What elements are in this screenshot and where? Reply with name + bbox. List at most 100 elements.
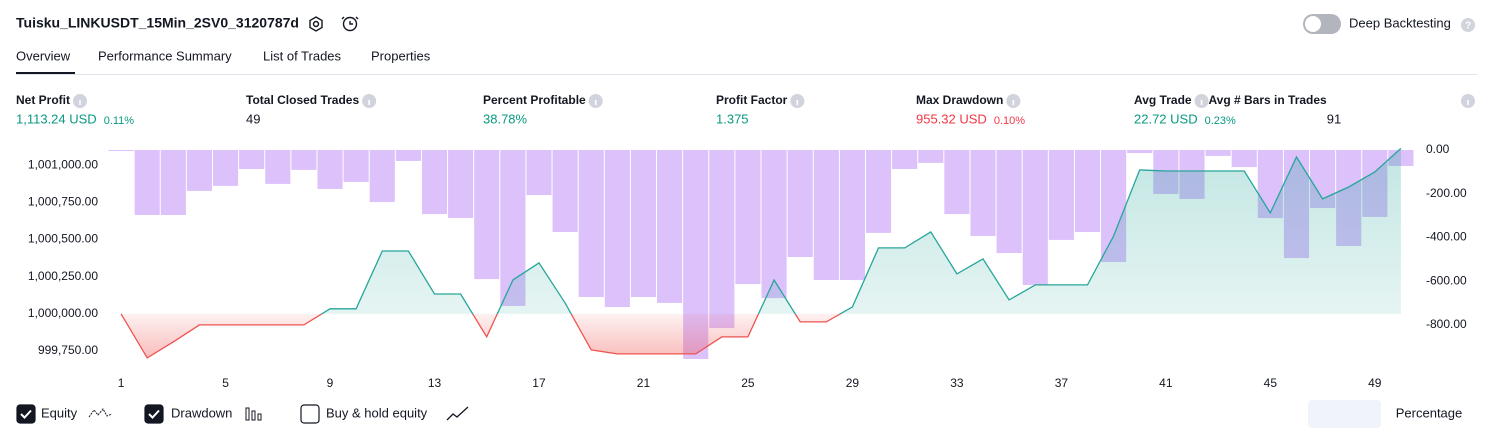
equity-icon xyxy=(88,408,113,418)
drawdown-bar xyxy=(709,150,735,329)
drawdown-bar xyxy=(865,150,892,233)
drawdown-bar xyxy=(160,150,186,215)
mode-button-active[interactable] xyxy=(1308,400,1381,428)
checkbox[interactable] xyxy=(16,404,36,424)
info-icon-dot xyxy=(368,100,370,105)
x-tick-label: 9 xyxy=(327,376,334,390)
y2-tick-label: 0.00 xyxy=(1426,142,1450,156)
drawdown-bar xyxy=(839,150,865,280)
y2-tick-label: -600.00 xyxy=(1426,273,1467,287)
drawdown-bar xyxy=(474,150,500,280)
info-icon-dot xyxy=(796,100,799,105)
info-icon-dot xyxy=(1467,100,1469,105)
equity-area xyxy=(121,148,1401,358)
drawdown-bar xyxy=(892,150,918,170)
stat-value: 22.72 USD xyxy=(1134,111,1198,126)
stat-label: Avg # Bars in Trades xyxy=(1208,93,1327,107)
legend-label: Equity xyxy=(41,405,78,420)
x-tick-label: 41 xyxy=(1159,376,1173,390)
stat-value: 955.32 USD xyxy=(916,111,987,126)
x-tick-label: 21 xyxy=(637,376,651,390)
x-tick-label: 1 xyxy=(118,376,125,390)
x-tick-label: 17 xyxy=(532,376,546,390)
drawdown-bar xyxy=(108,150,134,151)
drawdown-bar xyxy=(369,150,395,203)
drawdown-bar xyxy=(996,150,1022,254)
drawdown-bar xyxy=(343,150,369,182)
drawdown-bar xyxy=(317,150,343,189)
alert-icon[interactable] xyxy=(341,16,359,32)
drawdown-bar xyxy=(395,150,421,161)
drawdown-bar xyxy=(552,150,578,233)
y-tick-label: 1,000,250.00 xyxy=(28,269,98,283)
tab[interactable]: List of Trades xyxy=(263,48,342,63)
drawdown-bar xyxy=(918,150,944,163)
tab[interactable]: Properties xyxy=(371,48,431,63)
y2-tick-label: -400.00 xyxy=(1426,230,1467,244)
y-tick-label: 999,750.00 xyxy=(38,343,98,357)
drawdown-bar xyxy=(134,150,160,215)
drawdown-bar xyxy=(421,150,448,215)
drawdown-bar xyxy=(761,150,787,299)
stat-percent: 0.23% xyxy=(1205,115,1236,127)
help-icon[interactable]: ? xyxy=(1461,18,1475,32)
drawdown-icon xyxy=(245,407,262,421)
toggle-label: Deep Backtesting xyxy=(1349,15,1451,30)
y-tick-label: 1,001,000.00 xyxy=(28,157,98,171)
drawdown-bar xyxy=(787,150,813,257)
x-tick-label: 49 xyxy=(1368,376,1382,390)
settings-icon[interactable] xyxy=(309,16,323,32)
drawdown-bar xyxy=(604,150,630,308)
drawdown-bar xyxy=(448,150,474,219)
info-icon-dot xyxy=(79,100,81,105)
svg-text:?: ? xyxy=(1465,21,1471,32)
tab[interactable]: Overview xyxy=(16,48,71,63)
drawdown-bar xyxy=(1127,150,1153,154)
info-icon-dot xyxy=(594,100,597,105)
stat-label: Percent Profitable xyxy=(483,93,586,107)
x-tick-label: 37 xyxy=(1055,376,1069,390)
stat-value: 91 xyxy=(1327,111,1341,126)
x-tick-label: 29 xyxy=(846,376,860,390)
drawdown-bar xyxy=(657,150,683,303)
x-tick-label: 33 xyxy=(950,376,964,390)
drawdown-bar xyxy=(1022,150,1048,285)
drawdown-bar xyxy=(1074,150,1101,233)
stat-value: 38.78% xyxy=(483,111,528,126)
mode-button[interactable]: Percentage xyxy=(1396,405,1463,420)
drawdown-bar xyxy=(578,150,604,297)
tabs-divider xyxy=(16,74,1477,75)
checkbox[interactable] xyxy=(144,404,164,424)
x-tick-label: 25 xyxy=(741,376,755,390)
deep-backtesting-toggle[interactable] xyxy=(1303,14,1341,34)
checkmark xyxy=(148,409,160,419)
tab[interactable]: Performance Summary xyxy=(98,48,232,63)
stat-value: 1.375 xyxy=(716,111,749,126)
drawdown-bar xyxy=(265,150,291,184)
drawdown-bar xyxy=(1231,150,1257,168)
checkmark xyxy=(20,409,32,419)
info-icon-dot xyxy=(1200,100,1203,105)
stat-percent: 0.11% xyxy=(104,115,135,127)
y-tick-label: 1,000,750.00 xyxy=(28,195,98,209)
equity-line xyxy=(120,147,1402,359)
y-tick-label: 1,000,500.00 xyxy=(28,232,98,246)
legend-label: Buy & hold equity xyxy=(326,405,428,420)
y-tick-label: 1,000,000.00 xyxy=(28,306,98,320)
stat-label: Total Closed Trades xyxy=(246,93,359,107)
stat-value: 1,113.24 USD xyxy=(16,111,97,126)
legend-label: Drawdown xyxy=(171,405,232,420)
strategy-title: Tuisku_LINKUSDT_15Min_2SV0_3120787d xyxy=(16,15,299,31)
y2-tick-label: -800.00 xyxy=(1426,317,1467,331)
drawdown-bar xyxy=(1048,150,1074,240)
drawdown-bar xyxy=(735,150,761,285)
drawdown-bar xyxy=(944,150,970,215)
drawdown-bar xyxy=(186,150,212,191)
x-tick-label: 45 xyxy=(1264,376,1278,390)
stat-label: Profit Factor xyxy=(716,93,788,107)
checkbox[interactable] xyxy=(300,404,320,424)
x-tick-label: 13 xyxy=(428,376,442,390)
info-icon-dot xyxy=(1012,100,1015,105)
y2-tick-label: -200.00 xyxy=(1426,186,1467,200)
